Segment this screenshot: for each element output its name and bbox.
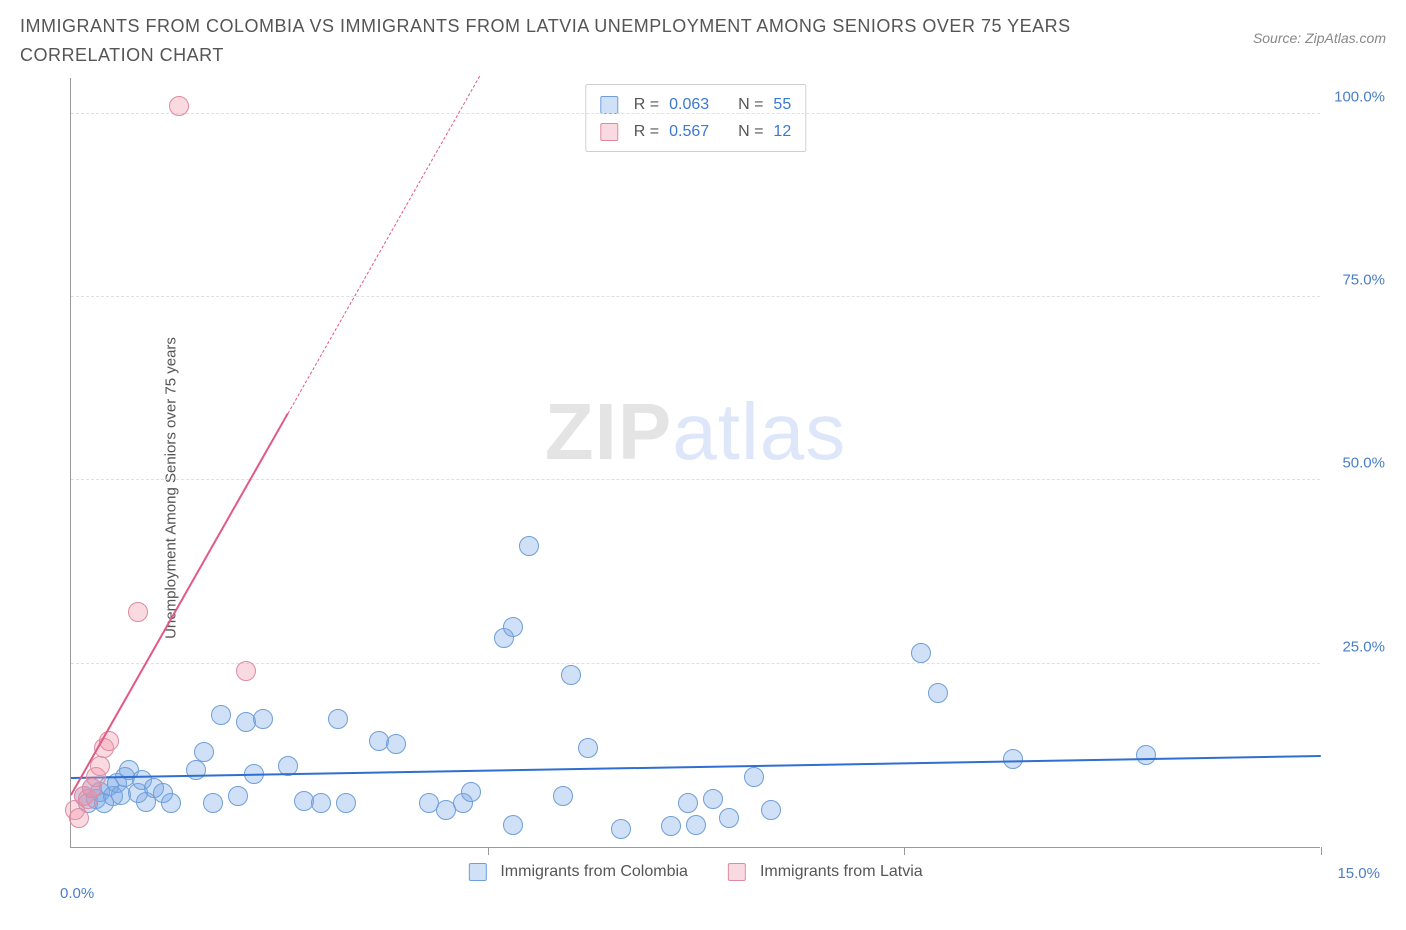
r-label-0: R = — [634, 91, 659, 118]
data-point — [761, 800, 781, 820]
gridline-h — [71, 113, 1320, 114]
x-axis-min-label: 0.0% — [60, 885, 94, 902]
data-point — [169, 96, 189, 116]
n-value-1: 12 — [773, 118, 791, 145]
source-attribution: Source: ZipAtlas.com — [1253, 12, 1386, 46]
legend-swatch-colombia — [600, 96, 618, 114]
data-point — [461, 782, 481, 802]
chart-title: IMMIGRANTS FROM COLOMBIA VS IMMIGRANTS F… — [20, 12, 1170, 70]
data-point — [519, 536, 539, 556]
data-point — [211, 705, 231, 725]
data-point — [503, 815, 523, 835]
r-label-1: R = — [634, 118, 659, 145]
data-point — [203, 793, 223, 813]
legend-swatch-latvia — [600, 123, 618, 141]
data-point — [328, 709, 348, 729]
watermark-part1: ZIP — [545, 387, 672, 476]
correlation-legend: R = 0.063 N = 55 R = 0.567 N = 12 — [585, 84, 806, 152]
data-point — [186, 760, 206, 780]
data-point — [336, 793, 356, 813]
legend-row-latvia: R = 0.567 N = 12 — [600, 118, 791, 145]
x-axis-max-label: 15.0% — [1337, 865, 1380, 882]
legend-swatch-latvia-bottom — [728, 863, 746, 881]
data-point — [228, 786, 248, 806]
gridline-h — [71, 663, 1320, 664]
n-value-0: 55 — [773, 91, 791, 118]
data-point — [911, 643, 931, 663]
data-point — [128, 602, 148, 622]
legend-label-colombia: Immigrants from Colombia — [500, 863, 688, 881]
data-point — [561, 665, 581, 685]
data-point — [928, 683, 948, 703]
data-point — [1003, 749, 1023, 769]
data-point — [253, 709, 273, 729]
y-tick-label: 50.0% — [1342, 455, 1385, 472]
x-tick — [488, 847, 489, 855]
y-tick-label: 100.0% — [1334, 88, 1385, 105]
legend-label-latvia: Immigrants from Latvia — [760, 863, 923, 881]
chart-container: Unemployment Among Seniors over 75 years… — [60, 78, 1380, 898]
legend-item-latvia: Immigrants from Latvia — [728, 863, 923, 881]
n-label-0: N = — [738, 91, 763, 118]
data-point — [744, 767, 764, 787]
data-point — [194, 742, 214, 762]
y-tick-label: 25.0% — [1342, 638, 1385, 655]
gridline-h — [71, 296, 1320, 297]
data-point — [686, 815, 706, 835]
gridline-h — [71, 479, 1320, 480]
legend-item-colombia: Immigrants from Colombia — [468, 863, 688, 881]
data-point — [703, 789, 723, 809]
data-point — [69, 808, 89, 828]
data-point — [311, 793, 331, 813]
legend-swatch-colombia-bottom — [468, 863, 486, 881]
r-value-1: 0.567 — [669, 118, 709, 145]
data-point — [719, 808, 739, 828]
data-point — [503, 617, 523, 637]
data-point — [90, 756, 110, 776]
watermark-part2: atlas — [672, 387, 846, 476]
data-point — [1136, 745, 1156, 765]
x-tick — [1321, 847, 1322, 855]
data-point — [386, 734, 406, 754]
plot-area: ZIPatlas R = 0.063 N = 55 R = 0.567 N = … — [70, 78, 1320, 848]
data-point — [678, 793, 698, 813]
r-value-0: 0.063 — [669, 91, 709, 118]
x-tick — [904, 847, 905, 855]
legend-row-colombia: R = 0.063 N = 55 — [600, 91, 791, 118]
watermark: ZIPatlas — [545, 386, 846, 478]
data-point — [236, 661, 256, 681]
trend-line — [70, 413, 288, 795]
trend-line — [287, 76, 480, 414]
n-label-1: N = — [738, 118, 763, 145]
data-point — [578, 738, 598, 758]
data-point — [161, 793, 181, 813]
data-point — [611, 819, 631, 839]
y-tick-label: 75.0% — [1342, 272, 1385, 289]
series-legend: Immigrants from Colombia Immigrants from… — [468, 863, 922, 881]
data-point — [661, 816, 681, 836]
data-point — [553, 786, 573, 806]
